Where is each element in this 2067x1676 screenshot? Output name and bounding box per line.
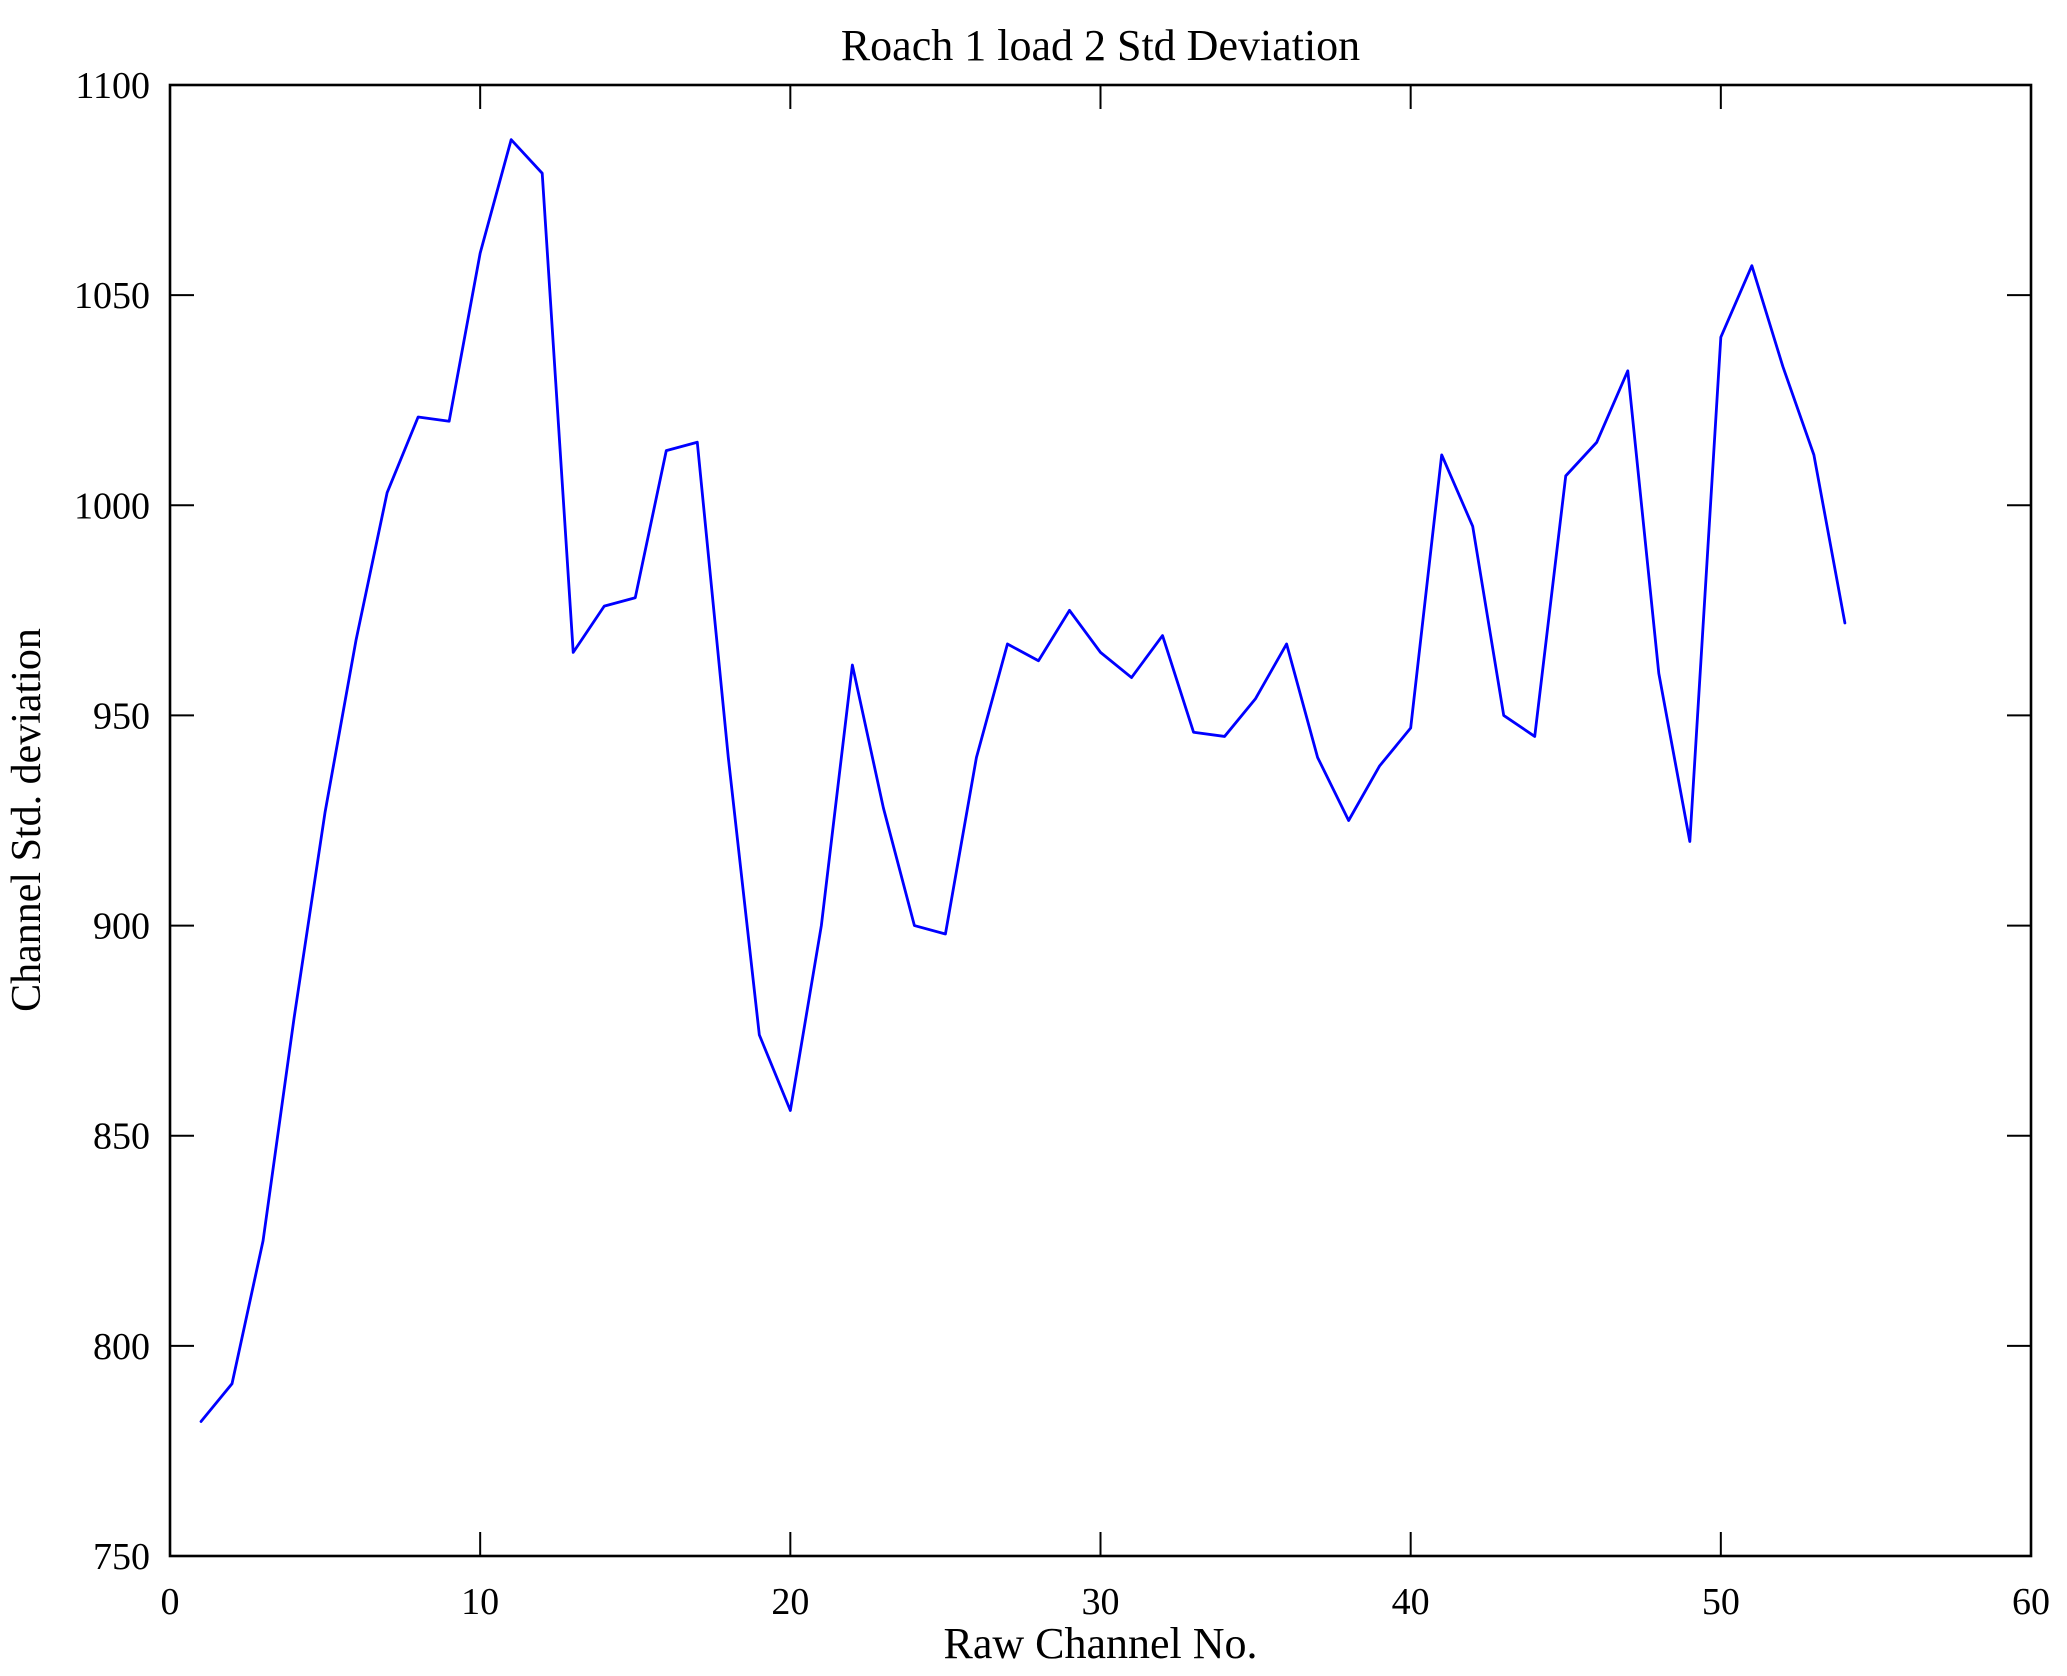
svg-text:0: 0: [161, 1581, 180, 1623]
svg-text:Raw Channel No.: Raw Channel No.: [943, 1619, 1257, 1668]
svg-text:Channel Std. deviation: Channel Std. deviation: [4, 628, 50, 1012]
svg-text:900: 900: [93, 906, 150, 948]
svg-text:1100: 1100: [75, 65, 150, 107]
svg-text:40: 40: [1392, 1581, 1430, 1623]
svg-text:20: 20: [771, 1581, 809, 1623]
svg-text:50: 50: [1702, 1581, 1740, 1623]
svg-text:Roach 1 load 2 Std Deviation: Roach 1 load 2 Std Deviation: [841, 21, 1360, 70]
svg-text:1000: 1000: [74, 485, 150, 527]
svg-text:950: 950: [93, 695, 150, 737]
svg-text:60: 60: [2012, 1581, 2050, 1623]
svg-text:800: 800: [93, 1326, 150, 1368]
svg-text:30: 30: [1082, 1581, 1120, 1623]
svg-text:10: 10: [461, 1581, 499, 1623]
svg-text:1050: 1050: [74, 275, 150, 317]
svg-text:850: 850: [93, 1116, 150, 1158]
svg-text:750: 750: [93, 1536, 150, 1578]
